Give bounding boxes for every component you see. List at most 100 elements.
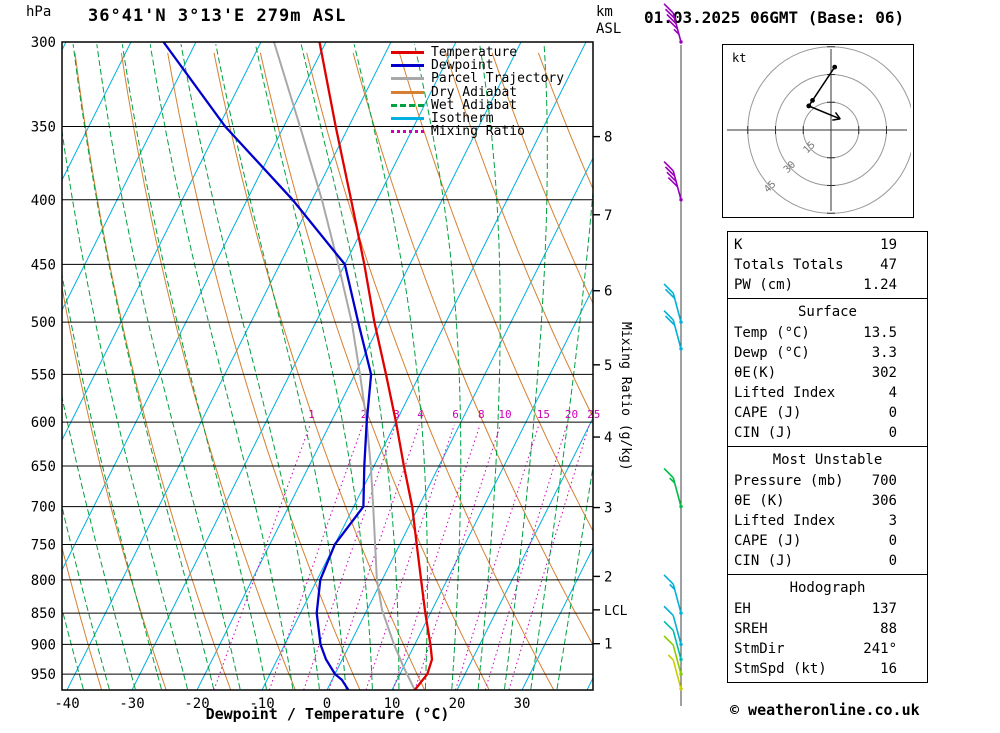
info-panel-section: Most Unstable Pressure (mb) 700 θE (K) 306 Li… [727,446,928,575]
svg-text:550: 550 [31,367,56,383]
svg-text:LCL: LCL [604,604,628,619]
info-section-title: Most Unstable [772,452,883,468]
wind-barb [663,620,683,662]
temperature-tick-labels: -40 -30 -20 -10 0 10 20 30 [54,696,530,712]
info-row: StmDir 241° [728,639,927,659]
wind-barb [663,467,683,509]
info-panel-section: K 19 Totals Totals 47 PW (cm) 1.24 [727,231,928,299]
info-row-label: K [734,237,743,253]
info-row-label: CIN (J) [734,425,794,441]
info-row: EH 137 [728,599,927,619]
hodograph-unit-label: kt [732,51,746,65]
info-row-value: 3.3 [871,345,897,361]
svg-text:4: 4 [604,430,612,446]
info-row-value: 302 [871,365,897,381]
station-title: 36°41'N 3°13'E 279m ASL [88,6,347,26]
mixing-ratio-axis-label: Mixing Ratio (g/kg) [618,322,633,471]
svg-text:600: 600 [31,415,56,431]
info-row-value: 4 [888,385,897,401]
info-row-value: 19 [880,237,897,253]
info-row-value: 700 [871,473,897,489]
altitude-unit-km: km [596,4,613,20]
svg-text:5: 5 [604,358,612,374]
info-row-value: 13.5 [863,325,897,341]
svg-text:-30: -30 [119,696,144,712]
svg-text:6: 6 [452,408,459,421]
info-row: Lifted Index 3 [728,511,927,531]
mixing-ratio-value-labels: 1 2 3 4 6 8 10 15 20 25 [308,408,600,421]
info-section-title: Hodograph [789,580,866,596]
legend-item: Dry Adiabat [391,84,564,100]
info-row-label: Pressure (mb) [734,473,844,489]
info-row-value: 306 [871,493,897,509]
legend-line-sample-parcel [391,77,424,81]
info-row: Temp (°C) 13.5 [728,323,927,343]
legend-item: Wet Adiabat [391,99,564,112]
svg-text:0: 0 [323,696,331,712]
wet-adiabat-lines [62,44,593,690]
mixing-ratio-lines [213,424,590,690]
legend-item: Mixing Ratio [391,125,564,138]
info-row-value: 0 [888,533,897,549]
info-row-value: 88 [880,621,897,637]
wind-barbs [663,3,683,706]
svg-text:650: 650 [31,459,56,475]
svg-text:4: 4 [417,408,424,421]
wind-barb [663,605,683,647]
svg-text:2: 2 [361,408,368,421]
info-row-label: Lifted Index [734,385,836,401]
info-row-label: θE (K) [734,493,785,509]
info-row-value: 1.24 [863,277,897,293]
svg-text:3: 3 [393,408,400,421]
info-row-label: PW (cm) [734,277,794,293]
altitude-ticks: 1 2 3 4 5 6 7 8 [593,130,612,653]
info-row: CAPE (J) 0 [728,403,927,423]
copyright: © weatheronline.co.uk [730,701,920,719]
dewpoint-line [162,42,373,690]
info-row-label: SREH [734,621,768,637]
chart-legend: Temperature Dewpoint Parcel Trajectory Dry … [391,46,564,138]
svg-text:500: 500 [31,315,56,331]
info-row: SREH 88 [728,619,927,639]
legend-label: Isotherm [431,110,494,126]
info-row-label: CAPE (J) [734,533,802,549]
legend-line-sample-dewpoint [391,64,424,68]
wind-barb [663,635,683,676]
hodograph-trace-point [832,64,838,70]
info-row-label: Totals Totals [734,257,844,273]
info-row: θE (K) 306 [728,491,927,511]
info-row-label: θE(K) [734,365,777,381]
legend-label: Parcel Trajectory [431,71,565,87]
run-datetime-title: 01.03.2025 06GMT (Base: 06) [644,8,905,27]
info-row-label: StmSpd (kt) [734,661,827,677]
legend-line-sample-mixing_ratio [391,130,424,134]
legend-item: Dewpoint [391,59,564,72]
temperature-axis-label: Dewpoint / Temperature (°C) [205,705,450,723]
profiles [162,42,434,690]
hodograph-panel: kt 15 30 45 [722,44,915,218]
info-panel-section: Surface Temp (°C) 13.5 Dewp (°C) 3.3 θE(K) 302… [727,298,928,447]
info-row: K 19 [728,235,927,255]
svg-text:-40: -40 [54,696,79,712]
svg-text:15: 15 [537,408,550,421]
altitude-axis-unit-label: km ASL [596,4,621,38]
legend-label: Mixing Ratio [431,124,525,140]
altitude-unit-asl: ASL [596,21,622,37]
indices-panel: K 19 Totals Totals 47 PW (cm) 1.24 Surface Temp… [727,231,928,683]
info-row-value: 0 [888,405,897,421]
plot-border [61,41,594,691]
info-row-label: Temp (°C) [734,325,810,341]
hodograph-arrowhead [834,112,841,120]
legend-item: Parcel Trajectory [391,71,565,87]
info-row-value: 16 [880,661,897,677]
svg-text:700: 700 [31,500,56,516]
legend-line-sample-temperature [391,51,424,55]
info-section-title: Surface [797,304,857,320]
svg-text:1: 1 [308,408,315,421]
svg-text:6: 6 [604,284,612,300]
info-row-value: 137 [871,601,897,617]
legend-label: Dry Adiabat [431,84,518,100]
